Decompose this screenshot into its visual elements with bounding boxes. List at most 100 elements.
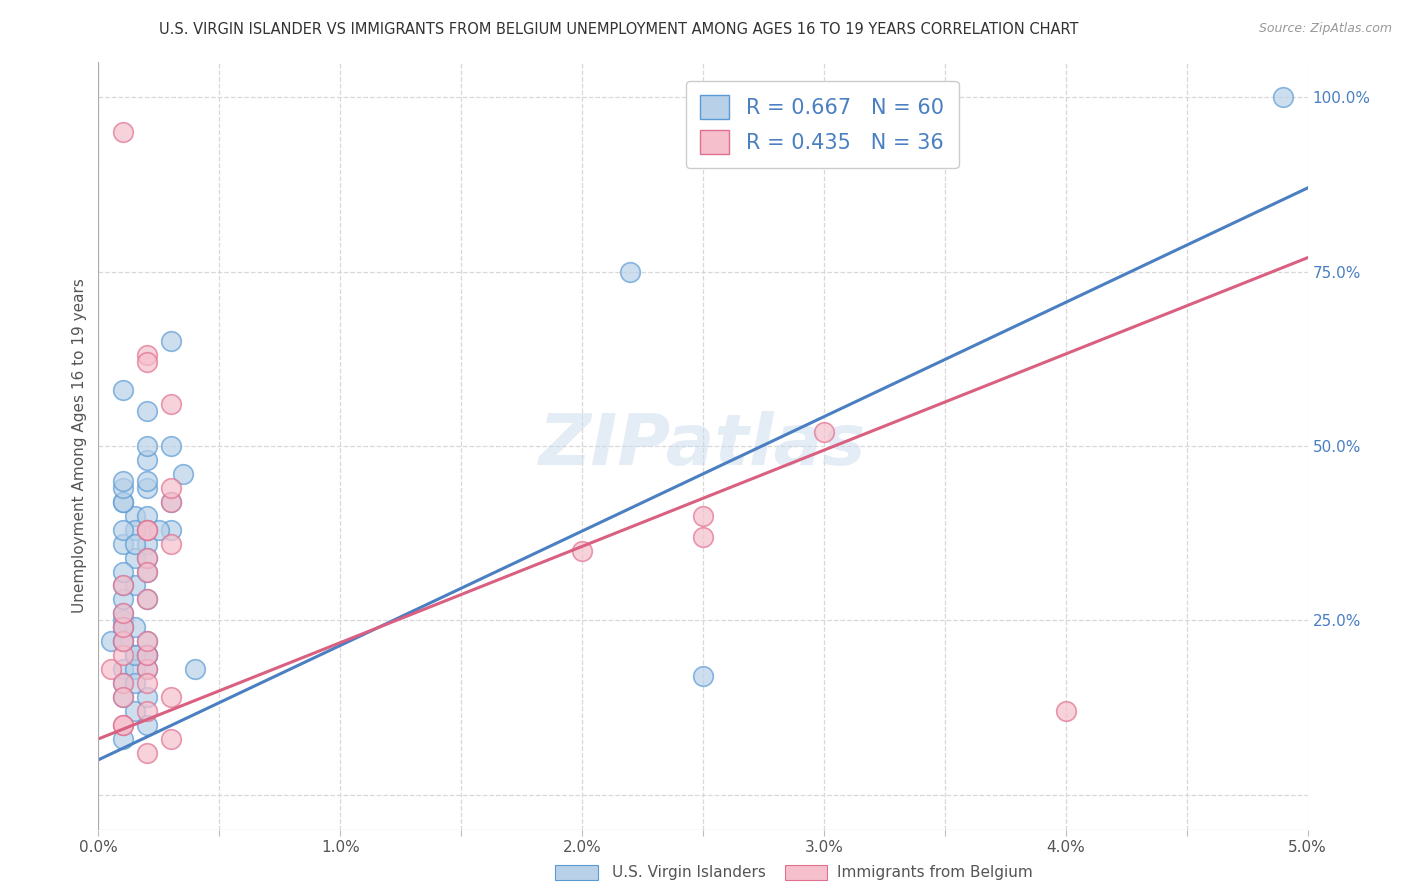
Point [692, 669, 714, 683]
Point [111, 523, 134, 537]
Point [135, 690, 157, 704]
Point [111, 481, 134, 495]
Text: U.S. VIRGIN ISLANDER VS IMMIGRANTS FROM BELGIUM UNEMPLOYMENT AMONG AGES 16 TO 19: U.S. VIRGIN ISLANDER VS IMMIGRANTS FROM … [159, 22, 1078, 37]
Point [1054, 704, 1077, 718]
Point [111, 613, 134, 627]
Point [692, 530, 714, 544]
Legend: R = 0.667   N = 60, R = 0.435   N = 36: R = 0.667 N = 60, R = 0.435 N = 36 [686, 80, 959, 169]
Point [111, 648, 134, 663]
Point [124, 508, 146, 523]
Point [111, 676, 134, 690]
Point [135, 523, 157, 537]
Point [692, 125, 714, 139]
Point [111, 620, 134, 634]
Point [160, 536, 183, 550]
Point [111, 620, 134, 634]
Point [160, 495, 183, 509]
Point [135, 439, 157, 453]
Point [135, 676, 157, 690]
Point [124, 676, 146, 690]
Point [111, 578, 134, 592]
Y-axis label: Unemployment Among Ages 16 to 19 years: Unemployment Among Ages 16 to 19 years [72, 278, 87, 614]
Point [124, 662, 146, 676]
Point [111, 634, 134, 648]
Point [124, 523, 146, 537]
Point [135, 550, 157, 565]
Text: Source: ZipAtlas.com: Source: ZipAtlas.com [1258, 22, 1392, 36]
Text: U.S. Virgin Islanders: U.S. Virgin Islanders [612, 865, 765, 880]
Text: ZIPatlas: ZIPatlas [540, 411, 866, 481]
Point [135, 592, 157, 607]
Point [135, 746, 157, 760]
Point [111, 565, 134, 579]
Point [111, 578, 134, 592]
Point [135, 662, 157, 676]
Point [160, 334, 183, 349]
Point [111, 607, 134, 621]
Point [135, 648, 157, 663]
Point [111, 495, 134, 509]
Point [148, 523, 170, 537]
Point [111, 690, 134, 704]
Point [172, 467, 194, 481]
Point [1272, 90, 1295, 104]
Point [135, 648, 157, 663]
Point [160, 523, 183, 537]
Point [124, 620, 146, 634]
Point [135, 634, 157, 648]
Point [111, 676, 134, 690]
Point [135, 536, 157, 550]
Point [135, 348, 157, 362]
Point [111, 690, 134, 704]
Point [111, 634, 134, 648]
Point [571, 543, 593, 558]
Point [111, 634, 134, 648]
Point [135, 592, 157, 607]
Text: Immigrants from Belgium: Immigrants from Belgium [837, 865, 1032, 880]
Point [135, 481, 157, 495]
Point [135, 523, 157, 537]
Point [124, 536, 146, 550]
Point [124, 648, 146, 663]
Point [111, 592, 134, 607]
Point [135, 648, 157, 663]
Point [111, 620, 134, 634]
Point [135, 704, 157, 718]
Point [135, 648, 157, 663]
Point [160, 481, 183, 495]
Point [135, 474, 157, 488]
Point [160, 690, 183, 704]
Point [619, 265, 641, 279]
Point [111, 383, 134, 397]
Point [160, 495, 183, 509]
Point [124, 550, 146, 565]
Point [160, 397, 183, 411]
Point [135, 718, 157, 732]
Point [135, 523, 157, 537]
Point [124, 704, 146, 718]
Point [135, 550, 157, 565]
Point [692, 508, 714, 523]
Point [813, 425, 835, 439]
Point [111, 718, 134, 732]
Point [135, 634, 157, 648]
Point [135, 453, 157, 467]
Point [100, 634, 122, 648]
Point [160, 731, 183, 746]
Point [124, 648, 146, 663]
Point [111, 125, 134, 139]
Point [111, 662, 134, 676]
Point [111, 536, 134, 550]
Point [135, 404, 157, 418]
Point [111, 474, 134, 488]
Point [111, 495, 134, 509]
Point [135, 508, 157, 523]
Point [124, 578, 146, 592]
Point [111, 607, 134, 621]
Point [184, 662, 207, 676]
Point [135, 565, 157, 579]
Point [100, 662, 122, 676]
Point [135, 355, 157, 369]
Point [135, 565, 157, 579]
Point [111, 718, 134, 732]
